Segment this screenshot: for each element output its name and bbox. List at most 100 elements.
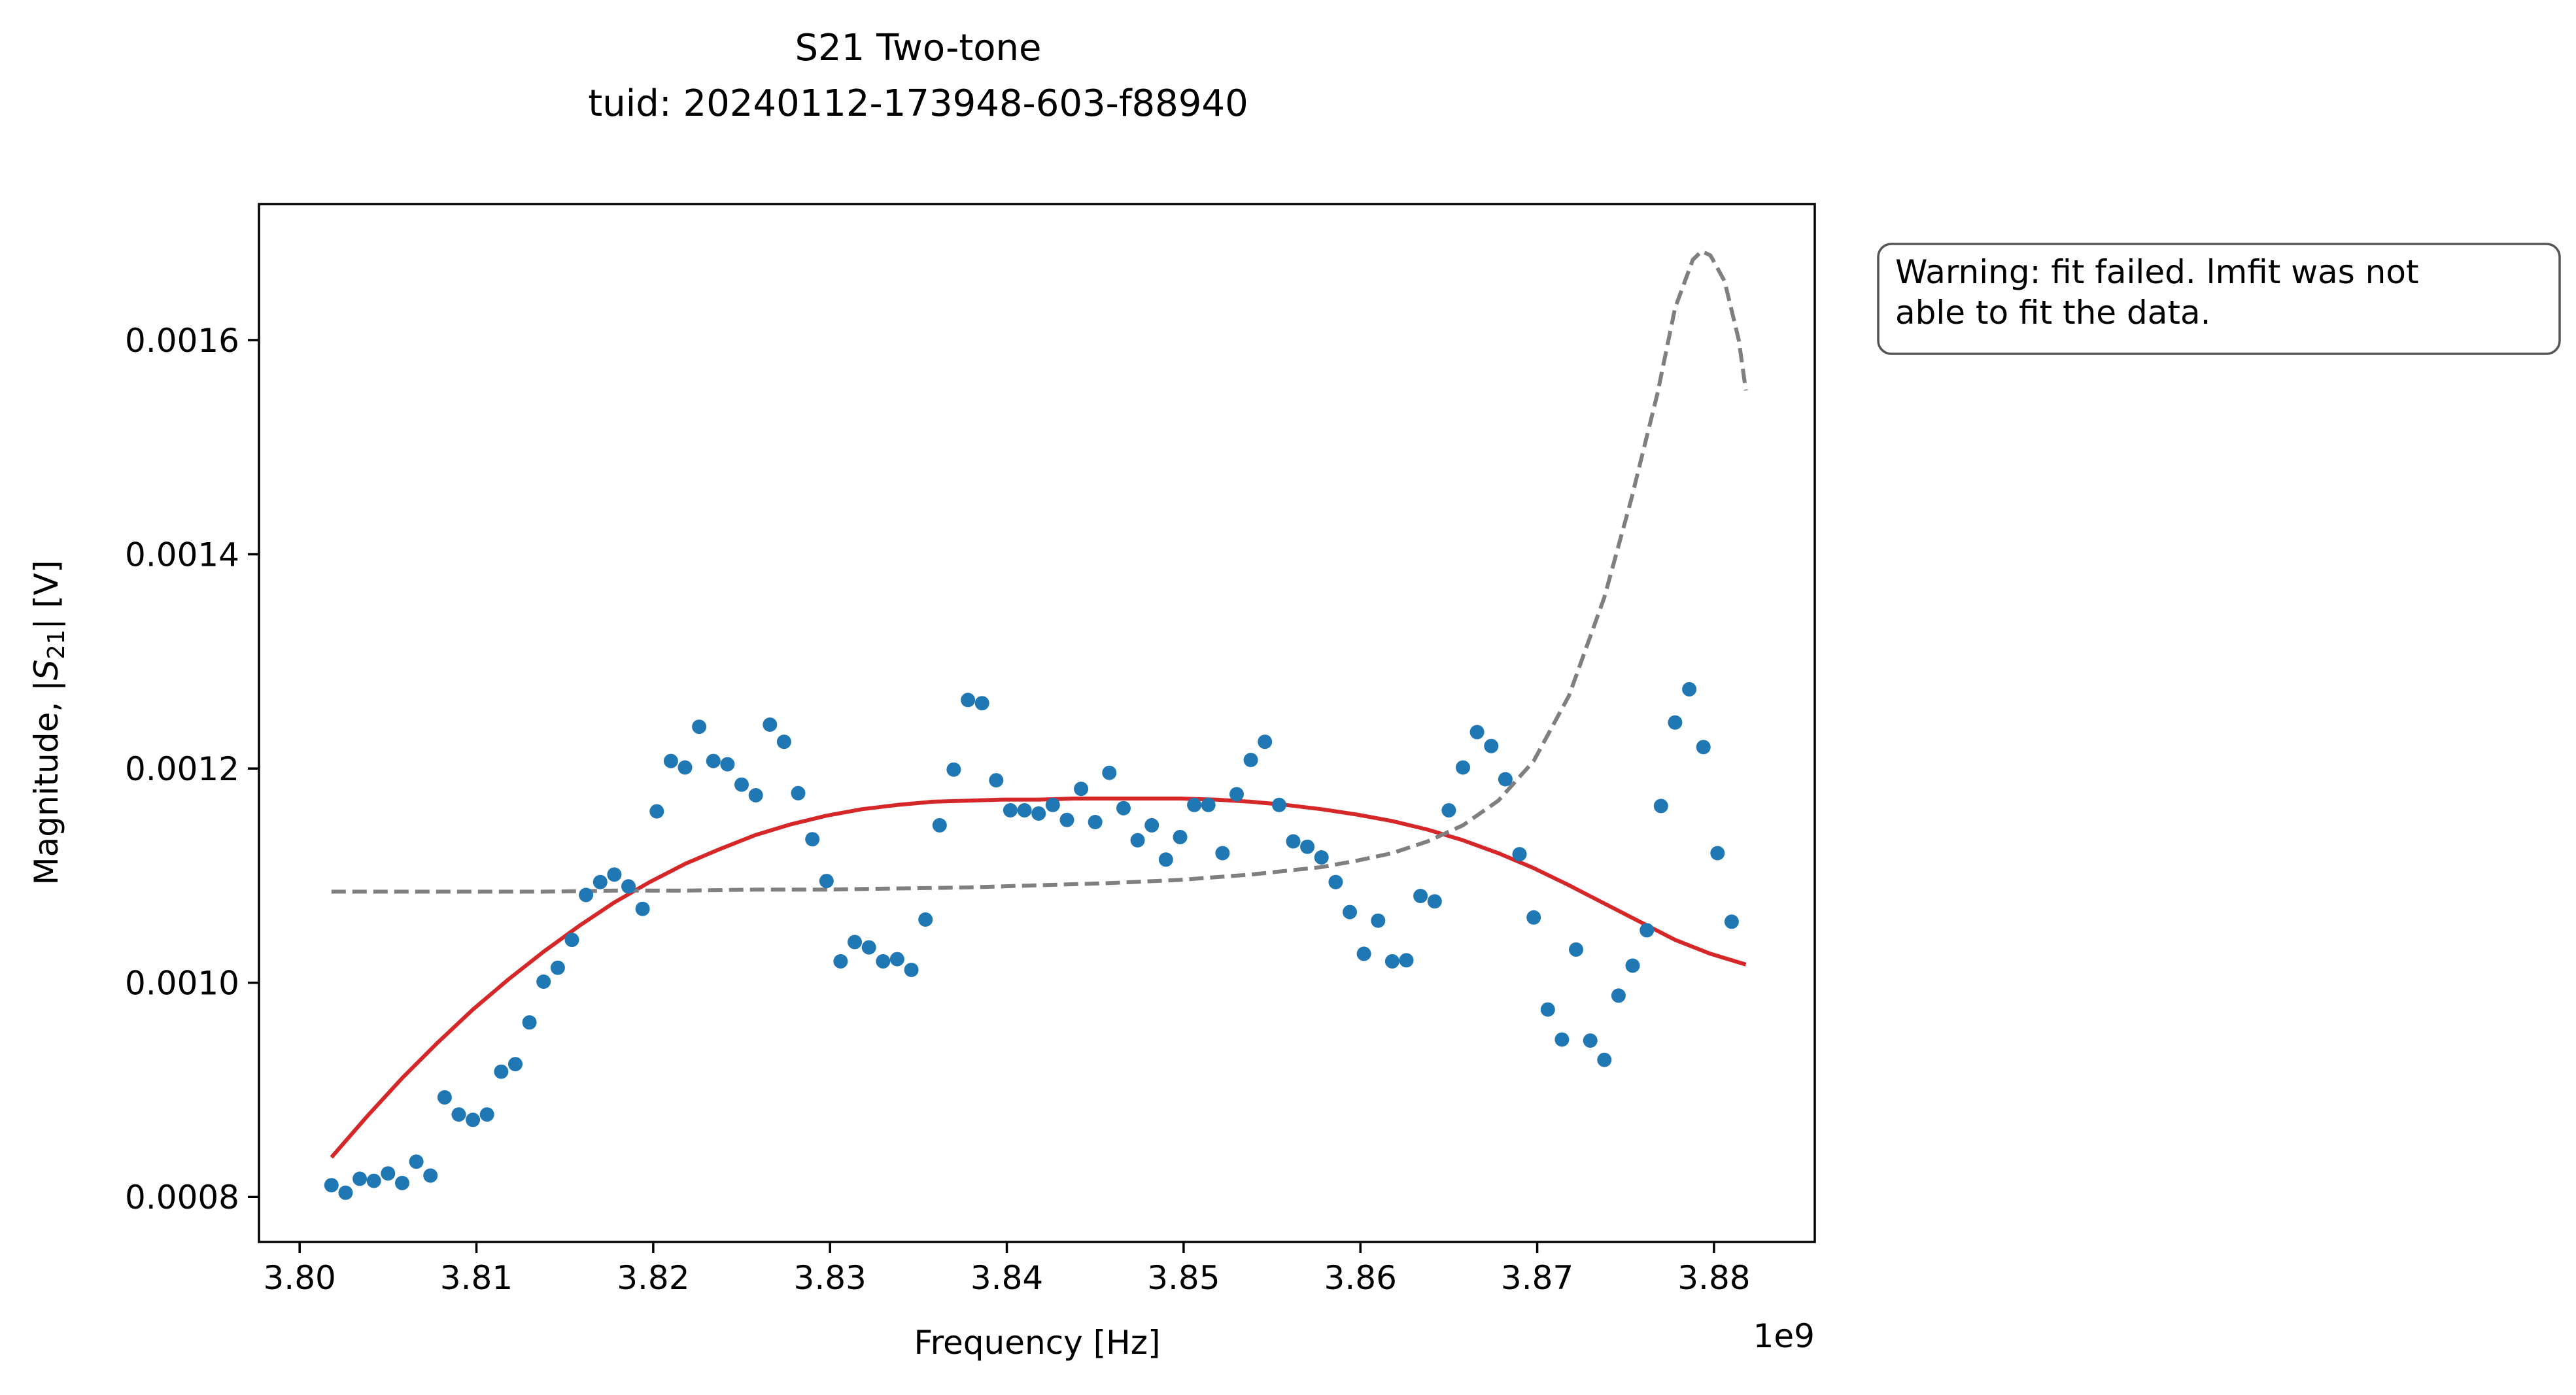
data-point xyxy=(1371,913,1386,928)
data-point xyxy=(1328,874,1343,889)
y-tick-label: 0.0010 xyxy=(125,965,239,1003)
data-point xyxy=(1456,760,1470,775)
data-point xyxy=(466,1112,481,1128)
data-point xyxy=(479,1107,494,1122)
data-point xyxy=(663,753,678,768)
data-point xyxy=(791,785,806,801)
data-point xyxy=(692,719,707,734)
data-point xyxy=(366,1173,381,1188)
data-point xyxy=(621,879,636,894)
data-point xyxy=(1286,834,1301,849)
data-point xyxy=(1526,910,1541,925)
data-point xyxy=(1554,1032,1570,1047)
data-point xyxy=(1611,988,1626,1003)
x-tick-label: 3.84 xyxy=(970,1259,1043,1297)
fit-warning-text: Warning: fit failed. lmfit was not able t… xyxy=(1895,253,2419,332)
data-point xyxy=(1569,942,1583,957)
initial-guess-line xyxy=(331,249,1748,894)
data-point xyxy=(451,1107,466,1122)
data-point xyxy=(889,952,904,967)
data-point xyxy=(946,762,961,777)
data-point xyxy=(706,753,721,768)
data-point xyxy=(381,1166,396,1181)
data-point xyxy=(1314,850,1329,865)
data-point xyxy=(1229,787,1244,802)
data-point xyxy=(1724,914,1739,929)
data-point xyxy=(1059,812,1074,827)
data-point xyxy=(1074,782,1089,797)
data-point xyxy=(1413,889,1428,903)
x-tick-label: 3.87 xyxy=(1501,1259,1573,1297)
data-point xyxy=(508,1057,523,1072)
data-point xyxy=(352,1171,368,1186)
data-point xyxy=(1003,803,1018,818)
data-point xyxy=(592,874,608,889)
data-point xyxy=(1144,818,1159,833)
y-tick-label: 0.0012 xyxy=(125,750,239,788)
data-point xyxy=(1017,803,1032,818)
data-point xyxy=(550,960,565,975)
fit-warning-box: Warning: fit failed. lmfit was not able t… xyxy=(1877,243,2561,355)
data-point xyxy=(409,1154,424,1169)
data-point xyxy=(1384,954,1400,969)
plot-series xyxy=(324,249,1748,1200)
data-point xyxy=(961,693,976,708)
data-point xyxy=(1597,1052,1612,1067)
data-point xyxy=(748,788,763,802)
data-point xyxy=(649,804,664,819)
data-point xyxy=(536,974,551,989)
x-tick-label: 3.85 xyxy=(1147,1259,1220,1297)
data-point xyxy=(763,717,778,732)
data-point xyxy=(494,1064,509,1079)
data-point xyxy=(1427,894,1442,909)
data-point xyxy=(1300,839,1315,854)
data-point xyxy=(324,1178,339,1193)
x-tick-label: 3.80 xyxy=(264,1259,336,1297)
data-point xyxy=(974,696,989,711)
data-point xyxy=(1201,797,1216,812)
data-point xyxy=(861,940,876,955)
data-point xyxy=(1512,847,1527,862)
data-point xyxy=(876,954,891,969)
x-tick-label: 3.83 xyxy=(794,1259,867,1297)
x-tick-label: 3.86 xyxy=(1324,1259,1397,1297)
data-point xyxy=(564,933,579,948)
data-point xyxy=(423,1168,438,1183)
data-point xyxy=(1258,734,1273,749)
data-point xyxy=(1484,738,1499,753)
data-point xyxy=(1356,946,1371,961)
data-point xyxy=(1343,904,1357,920)
data-point xyxy=(1045,797,1060,812)
x-tick-label: 3.82 xyxy=(617,1259,689,1297)
data-point xyxy=(833,954,848,969)
data-point xyxy=(1187,797,1202,812)
y-axis: 0.0008 0.0010 0.0012 0.0014 0.0016 xyxy=(125,322,259,1216)
data-point xyxy=(437,1090,452,1105)
x-axis: 3.80 3.81 3.82 3.83 3.84 3.85 3.86 3.87 3.88 xyxy=(264,1242,1751,1297)
data-point xyxy=(522,1015,537,1030)
chart-subtitle: tuid: 20240112-173948-603-f88940 xyxy=(588,82,1248,125)
data-point xyxy=(1243,753,1258,767)
data-point xyxy=(819,874,834,889)
data-point xyxy=(1583,1033,1598,1048)
data-point xyxy=(678,760,693,775)
plot-frame xyxy=(258,203,1816,1243)
data-point xyxy=(635,901,650,916)
data-point xyxy=(1696,740,1711,755)
data-point xyxy=(932,818,947,833)
data-point xyxy=(579,887,594,903)
data-point xyxy=(395,1175,409,1190)
data-point xyxy=(1441,803,1456,818)
x-tick-label: 3.81 xyxy=(440,1259,513,1297)
x-tick-label: 3.88 xyxy=(1677,1259,1750,1297)
y-axis-label: Magnitude, |S21| [V] xyxy=(27,560,70,885)
x-axis-label: Frequency [Hz] xyxy=(914,1324,1160,1362)
data-point xyxy=(904,963,919,977)
y-tick-label: 0.0014 xyxy=(125,536,239,574)
data-point xyxy=(989,773,1004,788)
data-point xyxy=(338,1185,353,1200)
data-point xyxy=(1102,765,1117,780)
data-point xyxy=(1116,801,1131,816)
